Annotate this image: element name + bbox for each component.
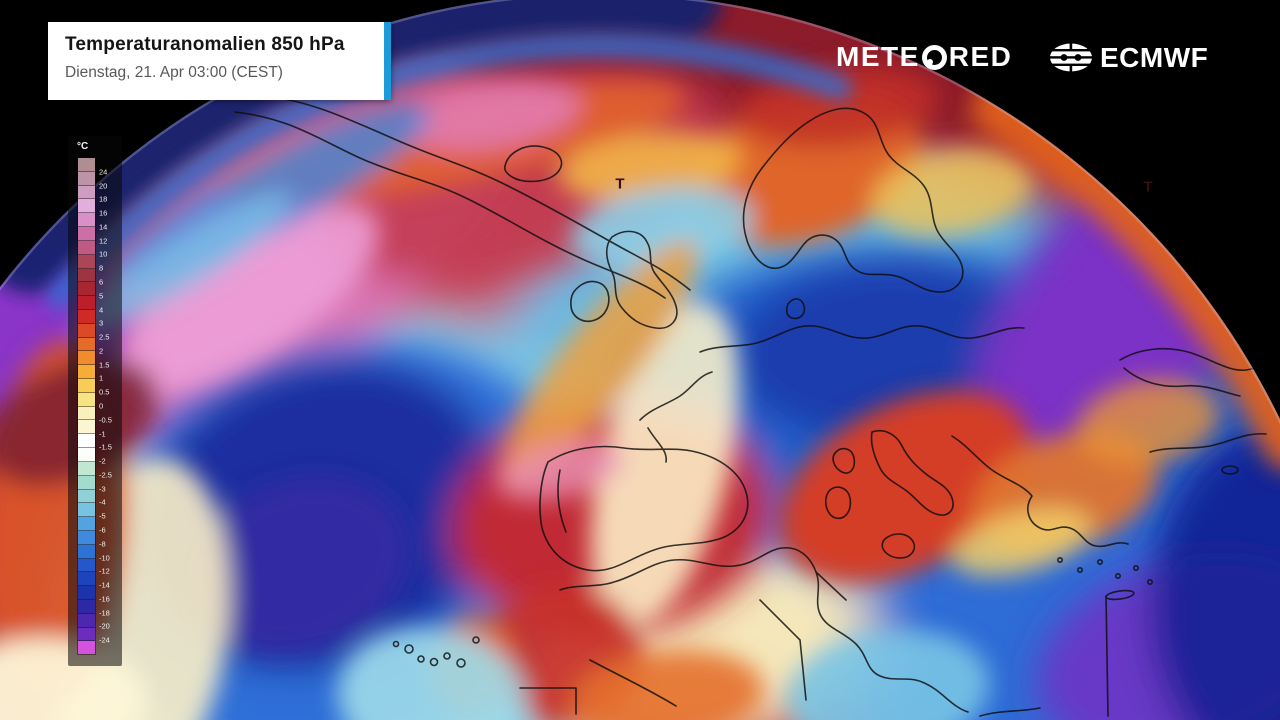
legend-tick-label: -10: [99, 552, 110, 562]
legend-tick-label: 12: [99, 235, 108, 245]
title-card: Temperaturanomalien 850 hPa Dienstag, 21…: [48, 22, 391, 100]
legend-swatch: [78, 171, 95, 186]
legend-tick-label: 0: [99, 401, 104, 411]
legend-tick-label: 18: [99, 194, 108, 204]
legend-tick-label: 3: [99, 318, 104, 328]
legend-tick-label: 0.5: [99, 387, 110, 397]
legend-tick-label: 16: [99, 208, 108, 218]
legend-tick-label: 10: [99, 249, 108, 259]
map-title: Temperaturanomalien 850 hPa: [65, 34, 345, 55]
legend-tick-label: -18: [99, 607, 110, 617]
legend-swatch: [78, 586, 95, 600]
title-card-main: Temperaturanomalien 850 hPa Dienstag, 21…: [48, 22, 384, 100]
legend-tick-label: 8: [99, 263, 104, 273]
legend-tick-label: -2: [99, 456, 106, 466]
legend-swatch: [78, 351, 95, 366]
legend-tick-label: -24: [99, 635, 110, 645]
legend-tick-label: -14: [99, 580, 110, 590]
legend-ticks: 24 20 18 16 14 12 10 8 6 5 4 3 2.5 2 1.5 1 0.5 0 -0.5 -1 -1.…: [99, 158, 121, 654]
legend-tick-label: 6: [99, 277, 104, 287]
legend-tick-label: -6: [99, 525, 106, 535]
legend-swatch: [78, 489, 95, 504]
legend-swatch: [78, 254, 95, 269]
legend-swatch: [78, 558, 95, 573]
ecmwf-logo: ECMWF: [1048, 42, 1208, 74]
legend-tick-label: -20: [99, 621, 110, 631]
legend-tick-label: 20: [99, 180, 108, 190]
legend-swatch: [78, 627, 95, 642]
legend-swatch: [78, 503, 95, 518]
map-timestamp: Dienstag, 21. Apr 03:00 (CEST): [65, 64, 283, 81]
legend-tick-label: 14: [99, 222, 108, 232]
legend-swatch: [78, 365, 95, 379]
low-pressure-marker: T: [615, 175, 625, 193]
legend-tick-label: -1: [99, 428, 106, 438]
legend-swatch: [78, 600, 95, 614]
legend-swatch: [78, 406, 95, 421]
legend-swatch: [78, 227, 95, 241]
legend-tick-label: -2.5: [99, 470, 112, 480]
temperature-legend: °C 24 20 18 16 14 12 10 8 6 5 4 3 2.5 2 1.5 1 0.5 0 -0.5 -1…: [68, 136, 122, 666]
legend-swatch: [78, 337, 95, 352]
legend-swatch: [78, 309, 95, 324]
meteored-text-post: RED: [948, 41, 1013, 72]
legend-swatch: [78, 530, 95, 545]
legend-swatch: [78, 185, 95, 200]
meteored-o-dot: [926, 58, 933, 65]
legend-swatch: [78, 448, 95, 462]
legend-swatch: [78, 641, 95, 655]
legend-tick-label: -12: [99, 566, 110, 576]
ecmwf-globe-icon: [1048, 42, 1094, 74]
legend-tick-label: -1.5: [99, 442, 112, 452]
legend-tick-label: -4: [99, 497, 106, 507]
legend-swatch: [78, 544, 95, 559]
legend-tick-label: -16: [99, 594, 110, 604]
legend-tick-label: 1.5: [99, 359, 110, 369]
legend-swatch: [78, 572, 95, 587]
legend-swatch: [78, 296, 95, 310]
legend-swatch: [78, 517, 95, 531]
legend-tick-label: -8: [99, 539, 106, 549]
legend-tick-label: 2.5: [99, 332, 110, 342]
coastlines: [234, 95, 1280, 717]
legend-swatch: [78, 379, 95, 393]
legend-swatch: [78, 420, 95, 435]
meteored-o-icon: [921, 44, 947, 70]
legend-tick-label: -0.5: [99, 415, 112, 425]
legend-swatch: [78, 240, 95, 255]
meteored-logo: METE RED: [836, 41, 1012, 73]
legend-tick-label: -3: [99, 483, 106, 493]
legend-swatch: [78, 613, 95, 628]
legend-swatch: [78, 268, 95, 283]
legend-tick-label: 24: [99, 167, 108, 177]
meteored-text-pre: METE: [836, 41, 920, 72]
legend-swatch: [78, 461, 95, 476]
legend-unit: °C: [77, 141, 89, 152]
legend-swatch: [78, 434, 95, 449]
title-accent-bar: [384, 22, 391, 100]
legend-tick-label: 4: [99, 304, 104, 314]
legend-swatch: [78, 158, 95, 172]
ecmwf-text: ECMWF: [1100, 42, 1209, 73]
low-pressure-marker: T: [1143, 178, 1153, 196]
legend-swatch: [78, 475, 95, 490]
legend-tick-label: 2: [99, 346, 104, 356]
legend-tick-label: -5: [99, 511, 106, 521]
legend-swatch: [78, 199, 95, 214]
legend-swatch: [78, 392, 95, 407]
legend-swatch: [78, 323, 95, 338]
legend-swatch: [78, 282, 95, 297]
legend-tick-label: 1: [99, 373, 104, 383]
legend-tick-label: 5: [99, 291, 104, 301]
legend-colorbar: [78, 158, 95, 655]
legend-swatch: [78, 213, 95, 228]
